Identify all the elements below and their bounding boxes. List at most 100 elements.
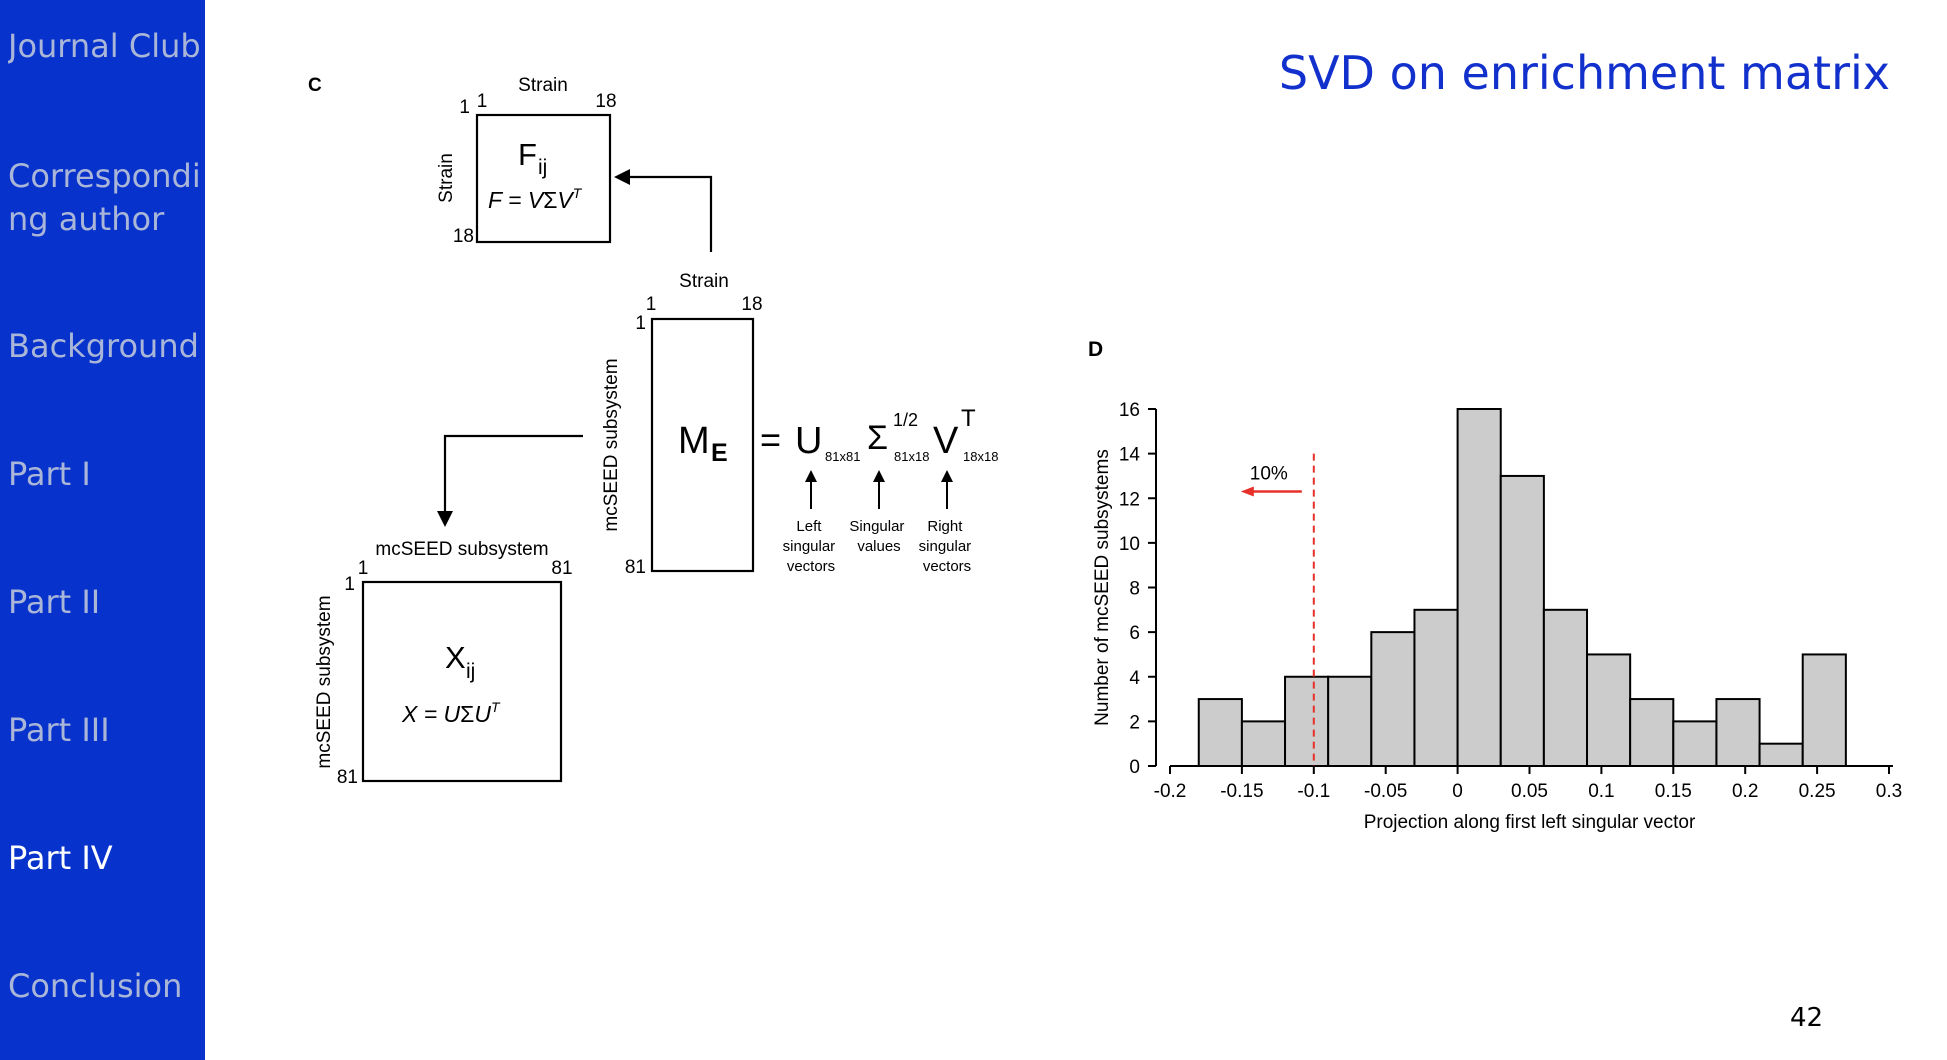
histogram-bar-1 bbox=[1240, 720, 1287, 767]
x-axis-label: Projection along first left singular vec… bbox=[1364, 812, 1696, 833]
f-col-start: 1 bbox=[477, 91, 488, 112]
sigma-letter: Σ bbox=[867, 419, 888, 457]
threshold-marker: 10% bbox=[1240, 453, 1315, 766]
x-tick-label: -0.2 bbox=[1154, 781, 1187, 802]
sidebar-item-journal-club[interactable]: Journal Club bbox=[8, 27, 201, 65]
x-tick-label: 0.05 bbox=[1511, 781, 1548, 802]
arrow-to-x-head bbox=[437, 511, 453, 527]
arrow-to-f bbox=[620, 175, 713, 252]
y-tick-label: 14 bbox=[1119, 445, 1141, 466]
slide-title: SVD on enrichment matrix bbox=[1278, 46, 1890, 100]
threshold-arrow-head bbox=[1240, 486, 1254, 497]
x-tick-label: 0.3 bbox=[1876, 781, 1902, 802]
sidebar-item-conclusion[interactable]: Conclusion bbox=[8, 967, 183, 1005]
arrow-to-f-head bbox=[614, 169, 630, 185]
histogram-bar-0 bbox=[1197, 698, 1243, 767]
histogram-bar-3 bbox=[1327, 675, 1373, 767]
x-subsystem-top-label: mcSEED subsystem bbox=[375, 539, 548, 560]
histogram-bar-7 bbox=[1499, 474, 1545, 767]
y-axis-label: Number of mcSEED subsystems bbox=[1092, 449, 1113, 726]
histogram-bar-13 bbox=[1758, 742, 1804, 767]
sidebar-item-background[interactable]: Background bbox=[8, 327, 199, 365]
x-tick-label: -0.15 bbox=[1220, 781, 1263, 802]
y-tick-label: 2 bbox=[1129, 712, 1140, 733]
y-tick-label: 16 bbox=[1119, 400, 1140, 421]
m-strain-label: Strain bbox=[679, 271, 729, 292]
histogram-bars bbox=[1197, 408, 1847, 767]
m-subsystem-label: mcSEED subsystem bbox=[601, 358, 622, 531]
x-tick-label: 0.15 bbox=[1655, 781, 1692, 802]
histogram-bar-2 bbox=[1284, 675, 1330, 767]
f-symbol: F bbox=[518, 137, 537, 172]
x-tick-label: 0.1 bbox=[1588, 781, 1614, 802]
x-tick-label: 0.25 bbox=[1799, 781, 1836, 802]
m-col-end: 18 bbox=[741, 294, 762, 315]
m-col-start: 1 bbox=[646, 294, 657, 315]
x-col-end: 81 bbox=[551, 558, 572, 579]
sigma-power: 1/2 bbox=[893, 410, 918, 430]
f-equation: F = VΣVT bbox=[488, 185, 583, 213]
histogram-bar-11 bbox=[1672, 720, 1718, 767]
m-matrix: Strain 1 18 1 81 mcSEED subsystem M E bbox=[601, 271, 763, 578]
x-row-start: 1 bbox=[344, 574, 355, 595]
m-row-start: 1 bbox=[635, 313, 646, 334]
y-tick-label: 0 bbox=[1129, 757, 1140, 778]
histogram-bar-5 bbox=[1413, 608, 1459, 767]
histogram-bar-6 bbox=[1456, 408, 1502, 767]
f-matrix: Strain 1 1 18 18 Strain F ij F = VΣVT bbox=[436, 75, 617, 247]
f-strain-side-label: Strain bbox=[436, 153, 457, 203]
x-col-start: 1 bbox=[358, 558, 369, 579]
sidebar: Journal Club Correspondi ng author Backg… bbox=[0, 0, 205, 1060]
panel-c-letter: C bbox=[308, 75, 322, 96]
y-tick-label: 6 bbox=[1129, 623, 1140, 644]
page-number: 42 bbox=[1790, 1003, 1824, 1033]
x-tick-label: 0.2 bbox=[1732, 781, 1758, 802]
x-tick-label: -0.1 bbox=[1297, 781, 1330, 802]
svd-diagram: C Strain 1 1 18 18 Strain F ij F = VΣVT … bbox=[308, 75, 998, 788]
singular-values-arrow-head bbox=[873, 470, 885, 482]
x-subscript: ij bbox=[466, 660, 475, 683]
x-equation: X = UΣUT bbox=[401, 699, 501, 727]
equals-sign: = bbox=[760, 419, 781, 460]
sidebar-item-corresponding-author[interactable]: Correspondi ng author bbox=[8, 157, 201, 238]
x-tick-label: 0 bbox=[1452, 781, 1463, 802]
f-row-start: 1 bbox=[459, 97, 470, 118]
v-dims: 18x18 bbox=[963, 449, 998, 464]
f-subscript: ij bbox=[538, 156, 547, 179]
svd-equation: = U 81x81 Σ 1/2 81x18 V T 18x18 Left sin… bbox=[760, 405, 998, 575]
histogram-bar-14 bbox=[1801, 653, 1847, 767]
right-vectors-arrow-head bbox=[941, 470, 953, 482]
y-tick-label: 4 bbox=[1129, 668, 1140, 689]
histogram-bar-8 bbox=[1542, 608, 1589, 767]
histogram-bar-4 bbox=[1370, 631, 1416, 767]
x-row-end: 81 bbox=[337, 767, 358, 788]
f-col-end: 18 bbox=[595, 91, 616, 112]
panel-d-letter: D bbox=[1088, 338, 1103, 361]
histogram-bar-10 bbox=[1629, 698, 1675, 767]
singular-values-caption: Singular values bbox=[849, 518, 908, 555]
x-symbol: X bbox=[445, 640, 466, 675]
sigma-dims: 81x18 bbox=[894, 449, 929, 464]
m-symbol: M bbox=[678, 420, 710, 462]
histogram-ticks: -0.2 -0.15 -0.1 -0.05 0 0.05 0.1 0.15 0.2 0.25 0.3… bbox=[1119, 400, 1902, 802]
histogram-bar-9 bbox=[1586, 653, 1632, 767]
f-row-end: 18 bbox=[453, 226, 474, 247]
projection-histogram: D -0.2 -0.15 -0.1 -0.05 0 0.05 0.1 0.15 0.2 0.25 0… bbox=[1088, 338, 1902, 833]
sidebar-item-part-ii[interactable]: Part II bbox=[8, 583, 101, 621]
x-matrix: mcSEED subsystem 1 81 1 81 mcSEED subsys… bbox=[314, 539, 573, 788]
m-subscript: E bbox=[711, 439, 728, 467]
sidebar-item-part-iii[interactable]: Part III bbox=[8, 711, 110, 749]
left-vectors-arrow-head bbox=[805, 470, 817, 482]
y-tick-label: 12 bbox=[1119, 489, 1140, 510]
sidebar-item-part-iv[interactable]: Part IV bbox=[8, 839, 113, 877]
y-tick-label: 8 bbox=[1129, 579, 1140, 600]
sidebar-item-part-i[interactable]: Part I bbox=[8, 455, 91, 493]
histogram-bar-12 bbox=[1715, 698, 1761, 767]
left-vectors-caption: Left singular vectors bbox=[783, 518, 840, 575]
u-dims: 81x81 bbox=[825, 449, 860, 464]
arrow-to-x bbox=[443, 434, 583, 517]
v-transpose: T bbox=[961, 405, 976, 432]
y-tick-label: 10 bbox=[1119, 534, 1140, 555]
right-vectors-caption: Right singular vectors bbox=[919, 518, 976, 575]
x-subsystem-side-label: mcSEED subsystem bbox=[314, 595, 335, 768]
